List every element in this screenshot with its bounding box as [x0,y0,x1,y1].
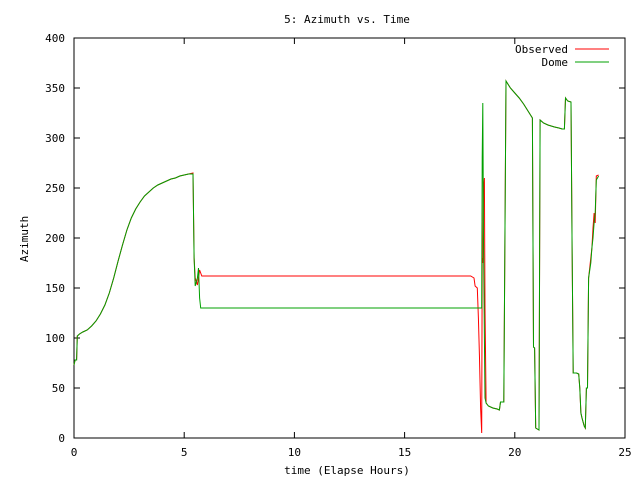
series-layer [73,79,600,434]
y-tick-label: 350 [45,82,65,95]
x-tick-label: 15 [398,446,411,459]
y-tick-label: 150 [45,282,65,295]
x-tick-label: 5 [181,446,188,459]
x-axis-label: time (Elapse Hours) [284,464,410,477]
legend-label-dome: Dome [542,56,569,69]
y-tick-label: 100 [45,332,65,345]
y-tick-label: 50 [52,382,65,395]
x-tick-label: 10 [288,446,301,459]
y-tick-label: 0 [58,432,65,445]
y-tick-label: 300 [45,132,65,145]
chart-title: 5: Azimuth vs. Time [284,13,410,26]
y-tick-label: 400 [45,32,65,45]
series-line-dome [73,79,600,431]
y-axis-label: Azimuth [18,216,31,262]
plot-area-frame [73,37,626,439]
y-tick-label: 250 [45,182,65,195]
legend-label-observed: Observed [515,43,568,56]
x-tick-label: 25 [618,446,631,459]
series-line-observed [73,79,599,434]
x-tick-label: 0 [71,446,78,459]
y-tick-label: 200 [45,232,65,245]
x-tick-label: 20 [508,446,521,459]
